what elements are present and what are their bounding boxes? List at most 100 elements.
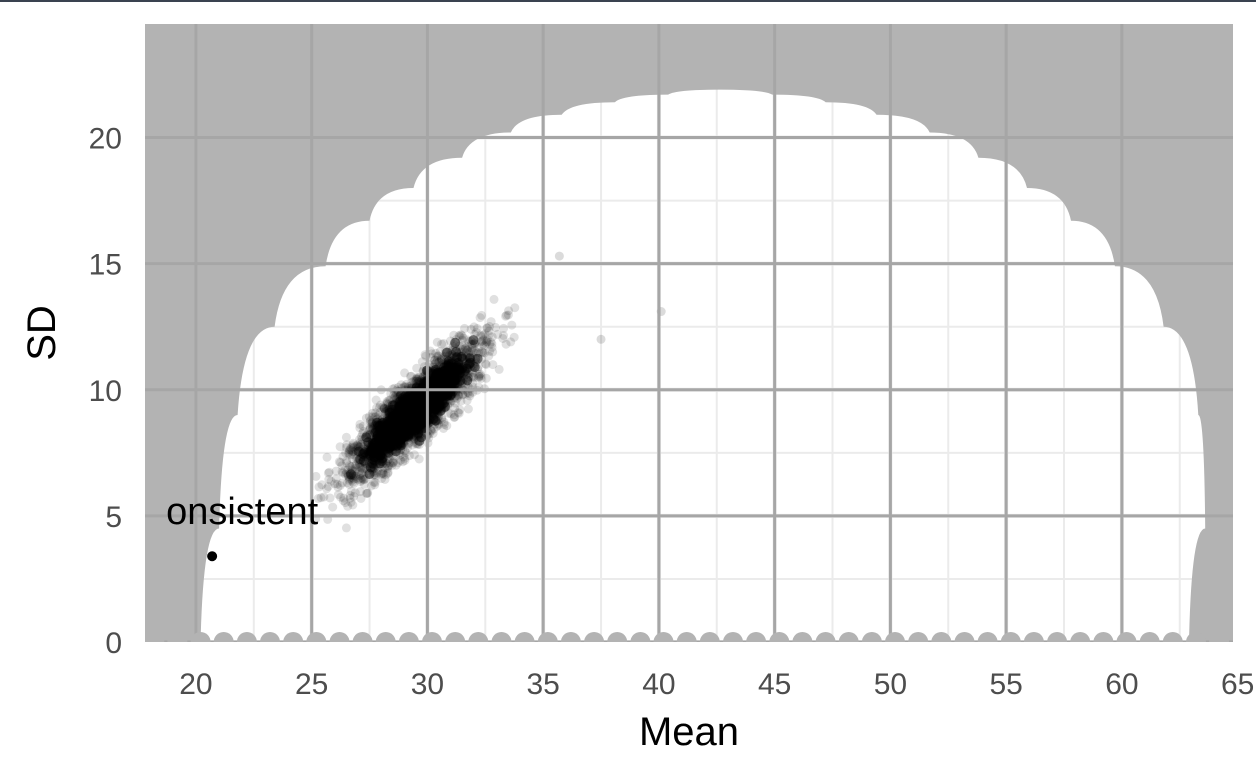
sim-point <box>427 349 437 359</box>
sim-point <box>460 323 469 333</box>
sim-point-core <box>391 421 402 432</box>
sim-point <box>458 390 467 400</box>
sim-point <box>469 322 479 332</box>
sim-point <box>475 313 485 323</box>
baseline-bump <box>560 632 581 642</box>
sim-point <box>432 356 442 365</box>
sim-point <box>345 493 355 503</box>
sim-point <box>474 372 484 382</box>
sim-point <box>461 345 471 355</box>
sim-point <box>350 488 360 498</box>
sim-point <box>465 391 475 401</box>
sim-point-core <box>454 362 465 373</box>
sim-point <box>374 403 384 412</box>
x-tick-label: 30 <box>411 668 444 701</box>
sim-point <box>387 461 397 471</box>
baseline-bump <box>514 632 535 642</box>
sim-point <box>487 339 497 349</box>
sim-point <box>484 326 494 336</box>
sim-point <box>389 456 398 466</box>
sim-point-core <box>465 353 475 364</box>
infeasible-region <box>145 24 1233 642</box>
sim-point <box>449 412 459 422</box>
sim-point-core <box>468 335 479 346</box>
annotation-label: onsistent <box>166 491 319 533</box>
sim-point <box>380 475 390 484</box>
baseline-bump <box>1070 632 1091 642</box>
sim-point <box>354 467 364 476</box>
sim-point <box>476 330 486 340</box>
sim-point <box>437 339 447 349</box>
highlight-point <box>207 551 218 562</box>
sim-point <box>332 479 342 489</box>
sim-point <box>344 479 354 489</box>
sim-point <box>322 484 332 494</box>
sim-point <box>453 390 463 400</box>
baseline-bump <box>190 632 211 642</box>
sim-point-core <box>405 421 416 432</box>
sim-point <box>345 445 355 455</box>
sim-point <box>460 389 470 399</box>
sim-point <box>359 479 369 489</box>
sim-point <box>346 497 356 507</box>
sim-point <box>489 294 499 304</box>
sim-point <box>338 468 348 478</box>
baseline-bump <box>653 632 674 642</box>
sim-point-core <box>408 402 419 413</box>
points-layer <box>207 251 666 562</box>
sim-point <box>480 329 490 339</box>
sim-point <box>466 324 476 334</box>
sim-point <box>345 490 355 500</box>
sim-point <box>409 450 419 460</box>
top-border-line <box>0 0 1256 2</box>
sim-point <box>375 407 385 417</box>
sim-point <box>348 440 358 450</box>
sim-point <box>313 494 323 503</box>
sim-point <box>430 355 440 365</box>
sim-point <box>344 449 354 459</box>
sim-point <box>338 452 348 462</box>
sim-point <box>465 389 475 399</box>
baseline-bump <box>676 632 697 642</box>
sim-point <box>349 491 359 501</box>
sim-point <box>323 468 333 478</box>
baseline-bump <box>329 632 350 642</box>
baseline-bump <box>236 632 257 642</box>
sim-point <box>358 473 367 483</box>
baseline-bump <box>861 632 882 642</box>
sim-point <box>371 395 381 405</box>
sim-point <box>400 456 410 465</box>
sim-point <box>434 351 444 361</box>
sim-point <box>453 408 463 417</box>
sim-point <box>484 351 494 361</box>
sim-point <box>364 412 374 422</box>
baseline-bump <box>838 632 859 642</box>
sim-point <box>456 330 466 340</box>
sim-point <box>461 344 470 354</box>
baseline-bump <box>1000 632 1021 642</box>
sim-point <box>439 424 448 433</box>
baseline-bump <box>977 632 998 642</box>
sim-point <box>476 374 486 383</box>
sim-point <box>501 339 511 349</box>
sim-point-core <box>361 432 372 443</box>
sim-point <box>355 477 365 487</box>
sim-point <box>502 310 512 320</box>
baseline-bump <box>1023 632 1044 642</box>
sim-point <box>350 461 360 471</box>
sim-point <box>333 482 343 492</box>
sim-point-core <box>413 421 423 432</box>
baseline-bump <box>213 632 234 642</box>
sim-point-core <box>416 407 427 418</box>
sim-point <box>483 335 492 345</box>
sim-point <box>396 455 405 465</box>
sim-point <box>431 348 441 358</box>
sim-point <box>342 440 352 450</box>
sim-point <box>463 344 472 354</box>
sim-point <box>372 403 382 413</box>
sim-point <box>346 486 356 496</box>
sim-point-core <box>368 454 379 465</box>
sim-point <box>346 450 356 460</box>
sim-point-core <box>430 364 441 375</box>
baseline-bump <box>422 632 442 642</box>
